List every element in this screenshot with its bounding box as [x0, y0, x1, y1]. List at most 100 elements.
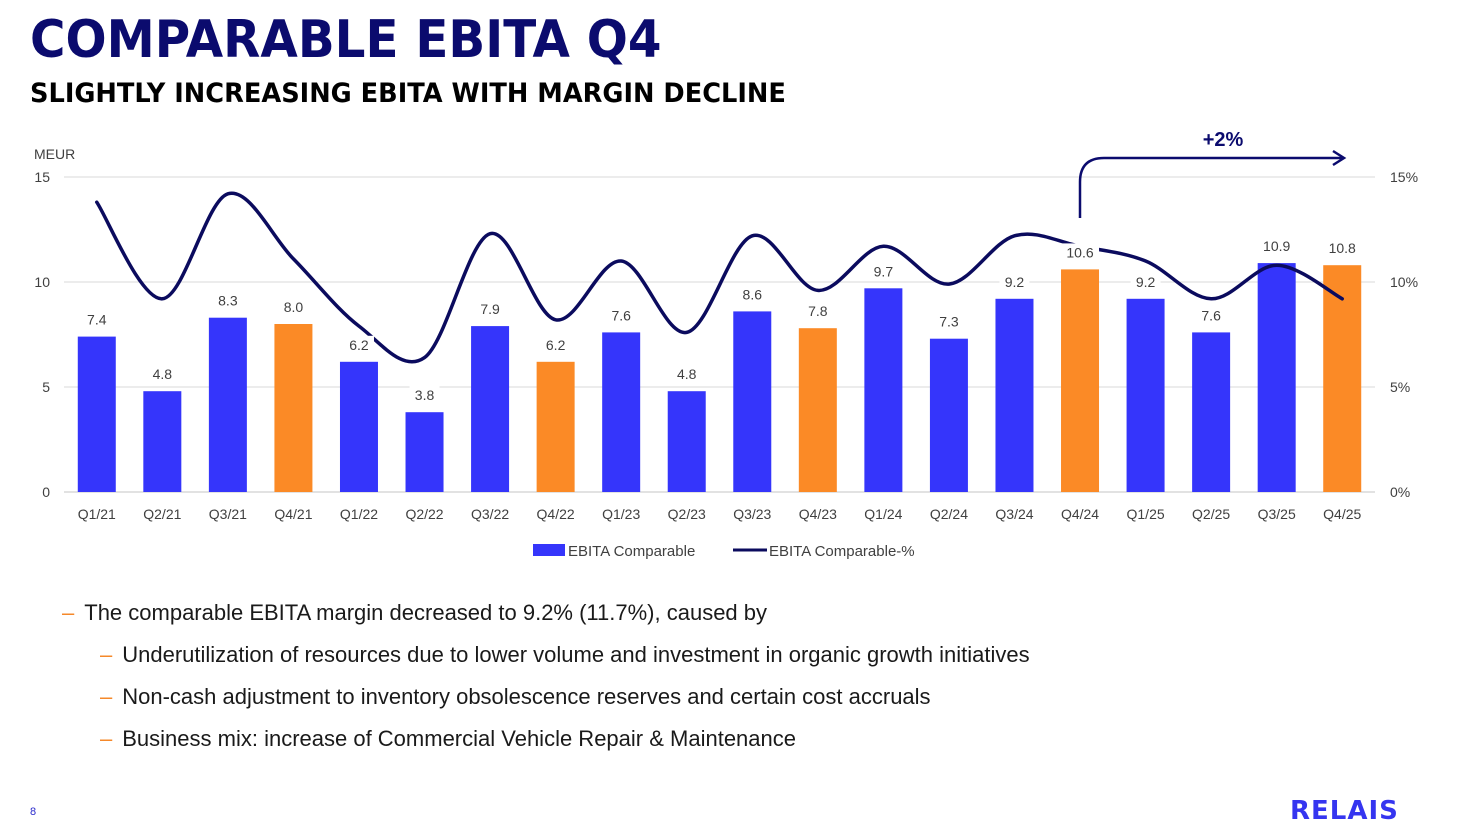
bar-q4-24: [1061, 269, 1100, 492]
x-tick-label: Q2/23: [668, 506, 706, 522]
x-tick-label: Q1/25: [1127, 506, 1165, 522]
data-labels: 7.4 4.8 8.3 8.0 6.2 3.8 7.9 6.2 7.6 4.8 8.6 7.8 9.7 7…: [81, 237, 1362, 405]
bullet-item: – Non-cash adjustment to inventory obsole…: [62, 680, 1030, 722]
bar-value-label: 3.8: [415, 387, 435, 403]
data-label-bg: [81, 310, 112, 329]
x-tick-label: Q1/23: [602, 506, 640, 522]
data-label-bg: [1061, 243, 1100, 262]
bar-value-label: 7.6: [1201, 307, 1221, 323]
bar-value-label: 8.3: [218, 293, 238, 309]
bar-value-label: 9.2: [1136, 274, 1156, 290]
bar-q2-23: [667, 391, 706, 492]
bar-q1-25: [1126, 298, 1165, 492]
x-tick-label: Q2/22: [405, 506, 443, 522]
bar-value-label: 8.0: [284, 299, 304, 315]
relais-logo: RELAIS: [1290, 796, 1399, 826]
bar-value-label: 7.6: [611, 307, 631, 323]
axes: 0 0% 5 5% 10 10% 15 15% Q1/21 Q2/21 Q3/21 Q4/21 Q1/2…: [34, 169, 1418, 522]
commentary-bullets: – The comparable EBITA margin decreased t…: [62, 596, 1030, 764]
x-tick-label: Q3/21: [209, 506, 247, 522]
x-tick-label: Q1/24: [864, 506, 902, 522]
data-label-bg: [475, 300, 506, 319]
data-label-bg: [999, 272, 1030, 291]
bar-q3-23: [733, 311, 772, 492]
growth-annotation: +2%: [1078, 129, 1347, 218]
y-right-tick-label: 15%: [1390, 169, 1418, 185]
data-label-bg: [606, 306, 637, 325]
bar-value-label: 6.2: [349, 337, 369, 353]
arrow-head-icon: [1332, 149, 1347, 167]
data-label-bg: [343, 335, 374, 354]
bar-q3-21: [208, 317, 247, 492]
bullet-text: Non-cash adjustment to inventory obsoles…: [122, 684, 931, 709]
data-label-bg: [868, 262, 899, 281]
y-left-tick-label: 10: [34, 274, 50, 290]
growth-arrow: [1078, 156, 1342, 218]
data-label-bg: [1323, 239, 1362, 258]
data-label-bg: [1196, 306, 1227, 325]
y-left-tick-label: 0: [42, 484, 50, 500]
bar-value-label: 4.8: [153, 366, 173, 382]
bar-value-label: 9.7: [874, 263, 894, 279]
bullet-text: The comparable EBITA margin decreased to…: [84, 600, 768, 625]
x-tick-label: Q3/25: [1258, 506, 1296, 522]
slide-subtitle: SLIGHTLY INCREASING EBITA WITH MARGIN DE…: [30, 78, 786, 109]
bar-q1-24: [864, 288, 903, 492]
bar-value-label: 10.6: [1066, 244, 1093, 260]
data-label-bg: [1130, 272, 1161, 291]
legend-bar-swatch: [533, 544, 565, 556]
y-axis-unit-label: MEUR: [34, 146, 75, 162]
bar-value-label: 9.2: [1005, 274, 1025, 290]
x-tick-label: Q1/22: [340, 506, 378, 522]
data-label-bg: [147, 365, 178, 384]
data-label-bg: [737, 285, 768, 304]
y-left-tick-label: 15: [34, 169, 50, 185]
bullet-text: Business mix: increase of Commercial Veh…: [122, 726, 796, 751]
bar-value-label: 7.4: [87, 312, 107, 328]
bar-q4-23: [798, 328, 837, 492]
bar-q2-22: [405, 412, 444, 492]
bar-value-label: 6.2: [546, 337, 566, 353]
growth-annotation-label: +2%: [1203, 129, 1244, 151]
legend-bar-label: EBITA Comparable: [568, 543, 695, 560]
bullet-dash: –: [100, 642, 113, 667]
y-right-tick-label: 0%: [1390, 484, 1410, 500]
grid-lines: [64, 176, 1375, 493]
bar-value-label: 10.9: [1263, 238, 1290, 254]
x-tick-label: Q3/24: [995, 506, 1033, 522]
x-tick-label: Q4/24: [1061, 506, 1099, 522]
x-tick-label: Q2/24: [930, 506, 968, 522]
bar-q1-21: [77, 336, 116, 492]
data-label-bg: [933, 312, 964, 331]
bar-value-label: 7.8: [808, 303, 828, 319]
slide-title: COMPARABLE EBITA Q4: [30, 10, 662, 70]
legend-line-label: EBITA Comparable-%: [769, 543, 915, 560]
bars: [77, 263, 1362, 492]
bullet-dash: –: [62, 600, 75, 625]
data-label-bg: [409, 386, 440, 405]
data-label-bg: [278, 298, 309, 316]
bar-q2-24: [929, 338, 968, 492]
x-tick-label: Q2/21: [143, 506, 181, 522]
bar-q4-22: [536, 361, 575, 492]
x-tick-label: Q1/21: [78, 506, 116, 522]
bar-value-label: 4.8: [677, 366, 697, 382]
data-label-bg: [802, 302, 833, 321]
x-tick-label: Q3/23: [733, 506, 771, 522]
bar-q3-25: [1257, 263, 1296, 492]
x-tick-label: Q4/25: [1323, 506, 1361, 522]
bullet-item: – Business mix: increase of Commercial Ve…: [62, 722, 1030, 764]
y-right-tick-label: 10%: [1390, 274, 1418, 290]
bar-q1-23: [602, 332, 641, 492]
data-label-bg: [212, 291, 243, 310]
bar-q3-24: [995, 298, 1034, 492]
bar-value-label: 10.8: [1329, 240, 1356, 256]
data-label-bg: [671, 365, 702, 384]
bullet-item: – The comparable EBITA margin decreased t…: [62, 596, 1030, 638]
x-tick-label: Q4/23: [799, 506, 837, 522]
bar-q1-22: [339, 361, 378, 492]
y-right-tick-label: 5%: [1390, 379, 1410, 395]
bar-value-label: 7.9: [480, 301, 500, 317]
bar-q4-21: [274, 324, 313, 492]
bar-q3-22: [471, 326, 510, 492]
